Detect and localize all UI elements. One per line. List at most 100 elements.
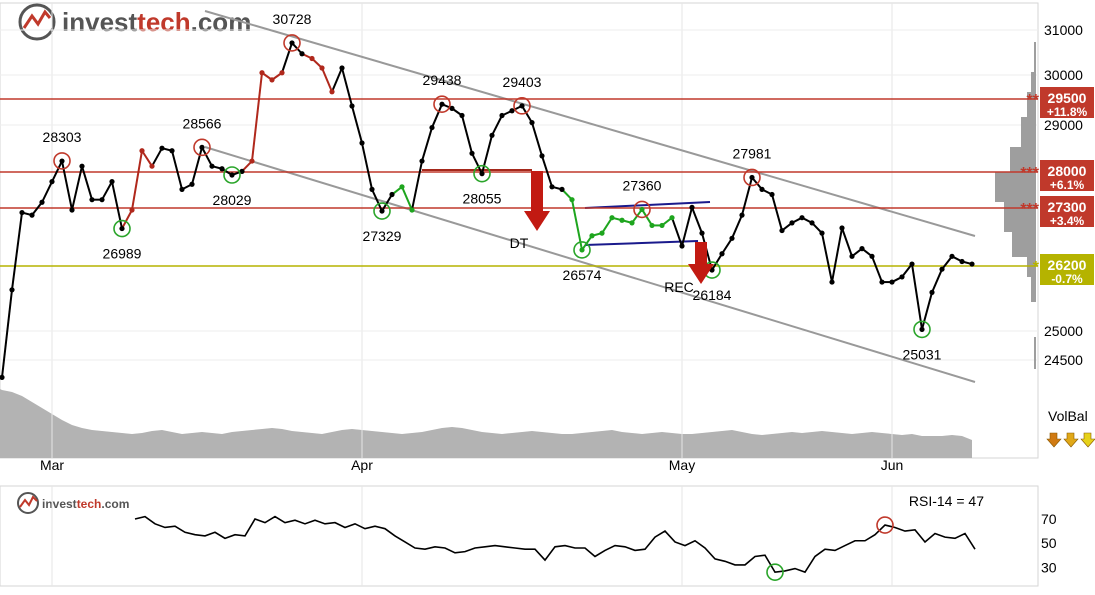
- price-point: [609, 215, 615, 221]
- price-segment: [381, 194, 393, 212]
- level-value-label: 28000: [1048, 163, 1087, 179]
- annotation-label: 29438: [423, 72, 462, 88]
- volbal-indicator: VolBal: [1046, 408, 1095, 448]
- price-point: [209, 163, 215, 169]
- svg-text:investtech.com: investtech.com: [42, 497, 129, 511]
- annotation-label: 28055: [463, 191, 502, 207]
- price-point: [759, 186, 765, 192]
- brand-logo-small: investtech.com: [17, 492, 129, 514]
- price-segment: [101, 181, 113, 201]
- logo-small-zigzag: [19, 495, 38, 508]
- price-segment: [691, 207, 703, 234]
- price-segment: [821, 232, 833, 283]
- price-point: [729, 235, 735, 241]
- price-point: [679, 243, 685, 249]
- rsi-y-tick-label: 70: [1041, 511, 1057, 527]
- volume-profile-bar: [1034, 337, 1036, 369]
- x-axis-label: Apr: [351, 457, 373, 473]
- price-segment: [911, 263, 923, 330]
- price-point: [649, 222, 655, 229]
- price-y-ticks: 31000 30000 29000 25000 24500: [0, 22, 1083, 368]
- x-axis-label: Jun: [881, 457, 904, 473]
- price-point: [779, 227, 785, 234]
- support-resistance-levels: ** 29500+11.8% *** 28000+6.1% *** 27300+3.4% *…: [0, 87, 1094, 286]
- price-segment: [171, 150, 183, 190]
- price-segment: [771, 194, 783, 231]
- level-change-label: +6.1%: [1050, 178, 1085, 192]
- price-point: [719, 251, 725, 257]
- price-point: [199, 144, 205, 150]
- annotation-label: 27360: [623, 177, 662, 193]
- y-tick-label: 31000: [1044, 22, 1083, 38]
- price-point: [189, 181, 195, 187]
- price-point: [299, 51, 305, 57]
- price-segment: [601, 217, 613, 234]
- volume-profile-bar: [1034, 42, 1036, 72]
- rsi-panel-frame: [0, 485, 1039, 587]
- price-point: [449, 105, 455, 111]
- price-point: [359, 140, 365, 146]
- price-point: [309, 55, 315, 62]
- price-point: [749, 174, 755, 181]
- price-segment: [151, 147, 163, 167]
- price-point: [789, 220, 795, 226]
- y-tick-label: 30000: [1044, 67, 1083, 83]
- price-point: [49, 179, 55, 185]
- annotation-label: 26989: [103, 246, 142, 262]
- price-point: [909, 261, 915, 267]
- price-segment: [371, 188, 383, 212]
- price-point: [459, 112, 465, 119]
- x-axis-labels: Mar Apr May Jun: [40, 457, 903, 473]
- price-point: [929, 289, 935, 295]
- annotation-label: 28303: [43, 129, 82, 145]
- price-point: [389, 191, 395, 198]
- price-point: [819, 230, 825, 236]
- price-point: [489, 132, 495, 138]
- price-point: [329, 89, 335, 95]
- price-point: [969, 261, 975, 267]
- y-tick-label: 25000: [1044, 323, 1083, 339]
- price-segment: [11, 212, 23, 290]
- x-axis-label: Mar: [40, 457, 64, 473]
- bottom-marker: [373, 202, 391, 220]
- level-value-label: 29500: [1048, 90, 1087, 106]
- level-stars: **: [1027, 92, 1040, 109]
- channel-lower-line: [204, 146, 976, 383]
- price-segment: [711, 253, 723, 271]
- price-point: [629, 220, 635, 226]
- price-point: [659, 222, 665, 229]
- price-point: [959, 258, 965, 265]
- signal-label: REC: [664, 279, 694, 295]
- price-segment: [731, 214, 743, 239]
- price-segment: [421, 127, 433, 162]
- price-point: [129, 207, 135, 213]
- price-annotations: 30728 29438 29403 28303 28566 27981 27360 28029…: [43, 11, 942, 362]
- price-point: [619, 217, 625, 223]
- price-segment: [351, 105, 363, 144]
- price-point: [339, 65, 345, 71]
- price-point: [179, 186, 185, 192]
- price-point: [469, 150, 475, 156]
- price-point: [229, 172, 235, 178]
- signal-label: DT: [510, 235, 529, 251]
- price-segment: [831, 227, 843, 283]
- logo-small-main: invest: [42, 497, 77, 511]
- price-point: [739, 212, 745, 218]
- top-marker: [193, 138, 211, 157]
- price-point: [669, 215, 675, 221]
- annotation-label: 29403: [503, 74, 542, 90]
- price-segment: [1, 289, 13, 378]
- price-segment: [41, 181, 53, 203]
- price-series: [0, 40, 975, 380]
- price-point: [539, 153, 545, 159]
- price-point: [529, 120, 535, 126]
- svg-text:investtech.com: investtech.com: [62, 7, 251, 37]
- price-point: [559, 186, 565, 192]
- price-point: [369, 186, 375, 192]
- level-value-label: 27300: [1048, 199, 1087, 215]
- price-segment: [331, 67, 343, 93]
- logo-text-accent: tech: [137, 7, 190, 37]
- price-point: [289, 40, 295, 46]
- level-value-label: 26200: [1048, 257, 1087, 273]
